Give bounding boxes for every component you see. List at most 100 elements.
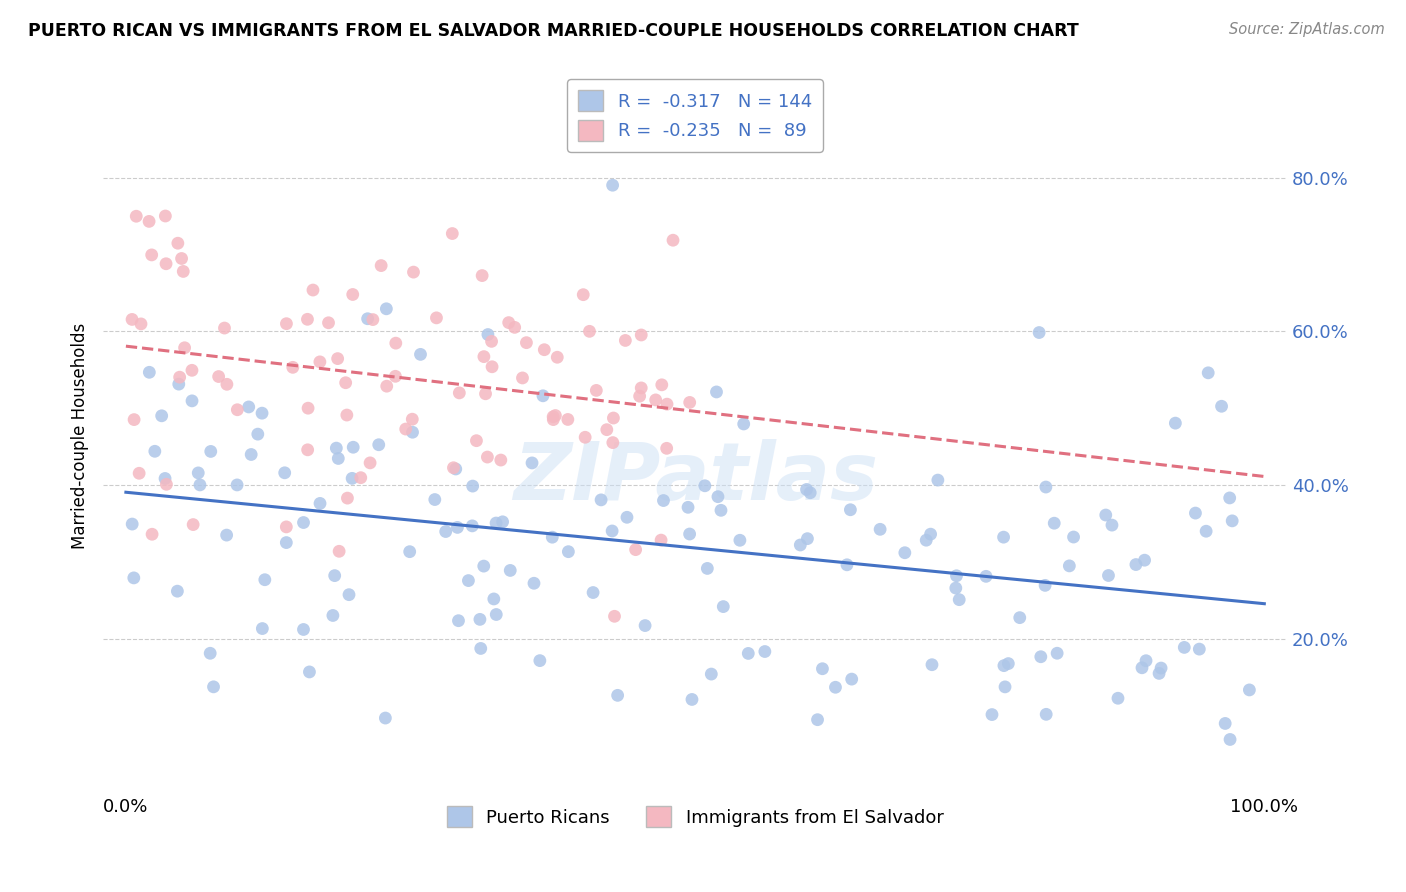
Point: [461, 479, 484, 493]
Point: [250, 406, 273, 420]
Point: [276, 317, 298, 331]
Point: [921, 657, 943, 672]
Point: [1035, 480, 1057, 494]
Point: [1211, 399, 1233, 413]
Point: [181, 363, 204, 377]
Point: [981, 707, 1004, 722]
Point: [138, 365, 160, 379]
Point: [1197, 366, 1219, 380]
Point: [375, 301, 398, 316]
Point: [398, 544, 420, 558]
Point: [309, 496, 332, 510]
Point: [336, 491, 359, 505]
Point: [447, 614, 470, 628]
Point: [711, 599, 734, 614]
Point: [173, 341, 195, 355]
Point: [700, 667, 723, 681]
Point: [799, 485, 821, 500]
Point: [253, 573, 276, 587]
Point: [733, 417, 755, 431]
Point: [441, 227, 464, 241]
Point: [172, 264, 194, 278]
Point: [425, 310, 447, 325]
Point: [449, 385, 471, 400]
Point: [188, 478, 211, 492]
Point: [166, 584, 188, 599]
Point: [384, 369, 406, 384]
Point: [297, 442, 319, 457]
Point: [1043, 516, 1066, 531]
Point: [572, 287, 595, 301]
Point: [385, 336, 408, 351]
Y-axis label: Married-couple Households: Married-couple Households: [72, 322, 89, 549]
Point: [948, 592, 970, 607]
Point: [1107, 691, 1129, 706]
Point: [603, 609, 626, 624]
Point: [325, 441, 347, 455]
Point: [477, 450, 499, 464]
Point: [1097, 568, 1119, 582]
Point: [1094, 508, 1116, 522]
Point: [322, 608, 344, 623]
Point: [1213, 716, 1236, 731]
Point: [202, 680, 225, 694]
Point: [489, 453, 512, 467]
Point: [297, 312, 319, 326]
Point: [297, 401, 319, 416]
Point: [841, 672, 863, 686]
Point: [121, 517, 143, 532]
Point: [167, 377, 190, 392]
Point: [602, 435, 624, 450]
Point: [796, 532, 818, 546]
Point: [443, 460, 465, 475]
Point: [122, 412, 145, 426]
Point: [644, 392, 666, 407]
Point: [166, 236, 188, 251]
Point: [679, 395, 702, 409]
Point: [328, 544, 350, 558]
Point: [401, 412, 423, 426]
Point: [474, 386, 496, 401]
Point: [181, 517, 204, 532]
Point: [155, 209, 177, 223]
Point: [655, 442, 678, 456]
Point: [696, 561, 718, 575]
Point: [465, 434, 488, 448]
Point: [1059, 558, 1081, 573]
Point: [482, 591, 505, 606]
Point: [121, 312, 143, 326]
Point: [596, 423, 619, 437]
Point: [342, 440, 364, 454]
Point: [340, 471, 363, 485]
Point: [468, 612, 491, 626]
Point: [481, 359, 503, 374]
Point: [614, 334, 637, 348]
Point: [472, 350, 495, 364]
Point: [342, 287, 364, 301]
Point: [155, 257, 177, 271]
Point: [630, 328, 652, 343]
Point: [153, 471, 176, 485]
Point: [1219, 491, 1241, 505]
Point: [1008, 610, 1031, 624]
Point: [546, 351, 568, 365]
Point: [128, 467, 150, 481]
Point: [515, 335, 537, 350]
Point: [503, 320, 526, 334]
Point: [337, 588, 360, 602]
Point: [198, 646, 221, 660]
Point: [246, 427, 269, 442]
Point: [557, 544, 579, 558]
Point: [920, 527, 942, 541]
Point: [796, 483, 818, 497]
Point: [252, 622, 274, 636]
Point: [323, 568, 346, 582]
Point: [335, 376, 357, 390]
Point: [710, 503, 733, 517]
Point: [485, 607, 508, 622]
Point: [409, 347, 432, 361]
Point: [472, 559, 495, 574]
Point: [499, 564, 522, 578]
Point: [1033, 578, 1056, 592]
Point: [143, 444, 166, 458]
